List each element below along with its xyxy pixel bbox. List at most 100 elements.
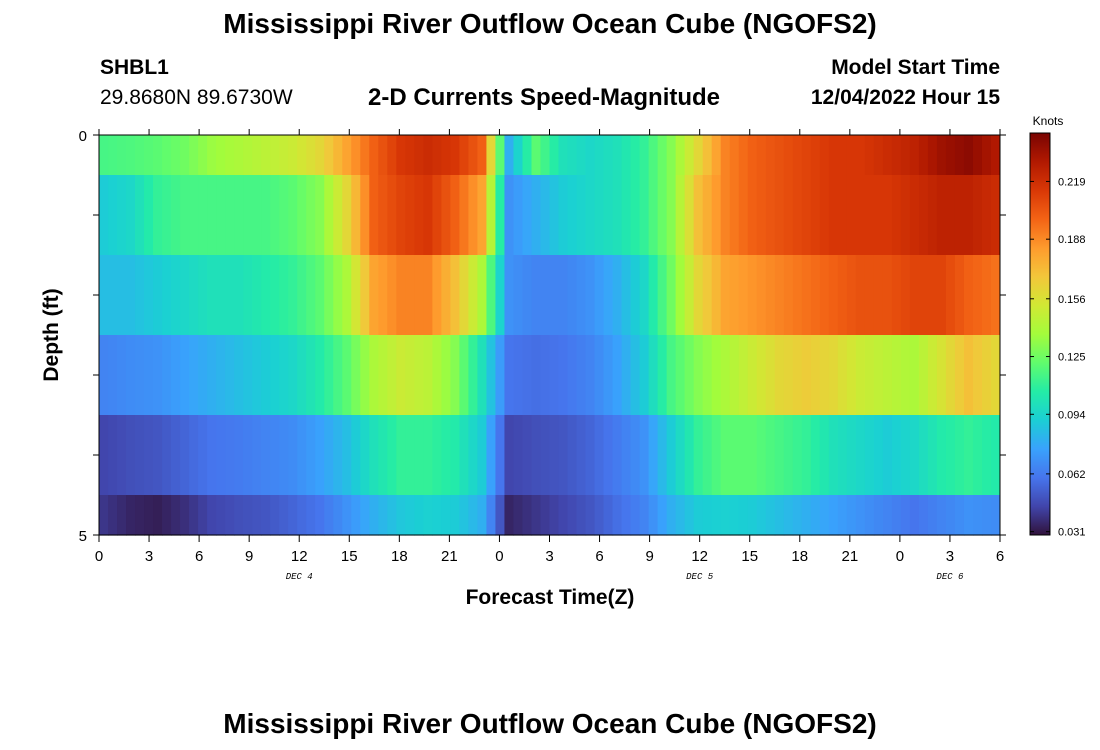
heatmap-cell (414, 415, 424, 496)
heatmap-cell (513, 495, 524, 536)
heatmap-cell (666, 175, 677, 256)
heatmap-cell (387, 255, 397, 336)
heatmap-cell (693, 415, 704, 496)
heatmap-cell (414, 135, 424, 176)
heatmap-cell (234, 335, 244, 416)
x-tick-label: 0 (495, 548, 503, 565)
heatmap-cell (747, 175, 758, 256)
heatmap-cell (486, 495, 497, 536)
heatmap-cell (288, 335, 298, 416)
heatmap-cell (252, 415, 262, 496)
heatmap-cell (378, 135, 388, 176)
heatmap-cell (558, 135, 569, 176)
heatmap-cell (261, 175, 271, 256)
heatmap-cell (648, 135, 659, 176)
heatmap-cell (495, 175, 506, 256)
heatmap-cell (567, 495, 578, 536)
heatmap-cell (963, 135, 974, 176)
heatmap-cell (504, 495, 515, 536)
heatmap-cell (900, 335, 911, 416)
heatmap-cell (873, 255, 884, 336)
heatmap-cell (783, 135, 794, 176)
heatmap-cell (630, 495, 641, 536)
heatmap-cell (252, 255, 262, 336)
heatmap-cell (558, 495, 569, 536)
heatmap-cell (198, 335, 208, 416)
heatmap-cell (459, 135, 470, 176)
heatmap-cell (297, 255, 307, 336)
date-label: DEC 5 (686, 572, 714, 582)
heatmap-cell (513, 335, 524, 416)
heatmap-cell (315, 495, 325, 536)
heatmap-cell (243, 335, 253, 416)
heatmap-cell (153, 135, 163, 176)
heatmap-cell (891, 135, 902, 176)
heatmap-cell (423, 495, 433, 536)
heatmap-cell (216, 495, 226, 536)
heatmap-cell (954, 335, 965, 416)
heatmap-cell (135, 335, 145, 416)
heatmap-cell (909, 495, 920, 536)
heatmap-cell (261, 415, 271, 496)
heatmap-cell (711, 335, 722, 416)
heatmap-cell (603, 175, 614, 256)
heatmap-cell (729, 415, 740, 496)
heatmap-cell (351, 495, 361, 536)
heatmap-cell (657, 135, 668, 176)
heatmap-cell (576, 415, 587, 496)
heatmap-cell (459, 175, 470, 256)
heatmap-cell (531, 415, 542, 496)
heatmap-cell (360, 135, 370, 176)
heatmap-cell (972, 255, 983, 336)
heatmap-cell (558, 175, 569, 256)
heatmap-cell (414, 255, 424, 336)
heatmap-cell (963, 415, 974, 496)
heatmap-cell (171, 495, 181, 536)
heatmap-cell (639, 335, 650, 416)
heatmap-cell (162, 255, 172, 336)
footer-title: Mississippi River Outflow Ocean Cube (NG… (223, 708, 877, 739)
heatmap-cell (882, 335, 893, 416)
heatmap-cell (297, 495, 307, 536)
heatmap-cell (522, 495, 533, 536)
colorbar-tick-label: 0.219 (1058, 176, 1086, 188)
heatmap-cell (774, 415, 785, 496)
heatmap-cell (801, 335, 812, 416)
heatmap-cell (612, 135, 623, 176)
heatmap-cell (387, 175, 397, 256)
heatmap-cell (738, 415, 749, 496)
heatmap-cell (603, 135, 614, 176)
heatmap-cell (279, 255, 289, 336)
heatmap-cell (909, 415, 920, 496)
heatmap-cell (459, 415, 470, 496)
heatmap-cell (765, 495, 776, 536)
heatmap-cell (351, 335, 361, 416)
heatmap-cell (117, 175, 127, 256)
heatmap-cell (252, 335, 262, 416)
heatmap-cell (675, 335, 686, 416)
heatmap-cell (378, 415, 388, 496)
heatmap-cell (720, 135, 731, 176)
heatmap-cell (702, 415, 713, 496)
heatmap-cell (846, 175, 857, 256)
heatmap-cell (558, 255, 569, 336)
heatmap-cell (216, 255, 226, 336)
heatmap-cell (576, 135, 587, 176)
heatmap-cell (972, 335, 983, 416)
colorbar-tick-label: 0.188 (1058, 234, 1086, 246)
heatmap-cell (837, 175, 848, 256)
heatmap-cell (324, 255, 334, 336)
heatmap-cell (432, 495, 442, 536)
heatmap-cell (612, 255, 623, 336)
heatmap-cell (945, 415, 956, 496)
heatmap-cell (828, 335, 839, 416)
y-tick-label: 5 (79, 528, 87, 545)
heatmap-cell (324, 135, 334, 176)
heatmap-cell (414, 175, 424, 256)
station-coordinates: 29.8680N 89.6730W (100, 86, 293, 109)
heatmap-cell (243, 175, 253, 256)
heatmap-cell (126, 415, 136, 496)
heatmap-cell (252, 175, 262, 256)
heatmap-cell (405, 335, 415, 416)
heatmap-cell (585, 415, 596, 496)
